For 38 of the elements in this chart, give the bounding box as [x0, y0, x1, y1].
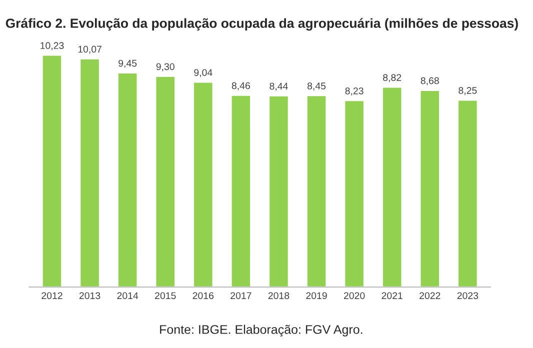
x-tick-label: 2015: [155, 292, 176, 300]
x-tick-label: 2014: [117, 292, 138, 300]
data-label: 9,45: [118, 60, 137, 68]
chart-title: Gráfico 2. Evolução da população ocupada da agropecuária (milhões de pessoas): [6, 18, 518, 31]
bar: [382, 86, 403, 288]
data-label: 10,07: [78, 46, 102, 54]
x-tick-label: 2020: [344, 292, 365, 300]
x-tick-label: 2021: [382, 292, 402, 300]
x-tick-label: 2023: [457, 292, 478, 300]
x-tick-label: 2017: [230, 292, 252, 300]
bar: [419, 90, 440, 288]
bar: [192, 81, 214, 288]
data-label: 9,30: [156, 63, 174, 72]
data-label: 8,25: [458, 87, 477, 96]
data-label: 10,23: [40, 42, 64, 50]
bar: [230, 94, 252, 288]
data-label: 8,45: [307, 82, 326, 91]
data-label: 8,23: [345, 87, 364, 96]
bar: [457, 99, 478, 288]
x-tick-label: 2019: [306, 292, 327, 300]
bar: [268, 95, 290, 288]
x-tick-label: 2016: [192, 292, 214, 300]
source-note: Fonte: IBGE. Elaboração: FGV Agro.: [160, 324, 362, 336]
data-label: 9,04: [194, 69, 212, 78]
x-tick-label: 2018: [268, 292, 290, 300]
x-tick-label: 2012: [42, 292, 62, 300]
data-label: 8,44: [270, 82, 288, 91]
bar: [306, 94, 328, 288]
bar: [41, 54, 63, 288]
x-tick-label: 2022: [420, 292, 440, 300]
data-label: 8,68: [420, 77, 439, 86]
data-label: 8,82: [383, 74, 402, 82]
bar: [79, 58, 100, 288]
bar: [154, 75, 176, 288]
data-label: 8,46: [232, 82, 250, 90]
bar: [344, 100, 365, 288]
bar: [117, 72, 138, 288]
x-tick-label: 2013: [79, 292, 100, 300]
